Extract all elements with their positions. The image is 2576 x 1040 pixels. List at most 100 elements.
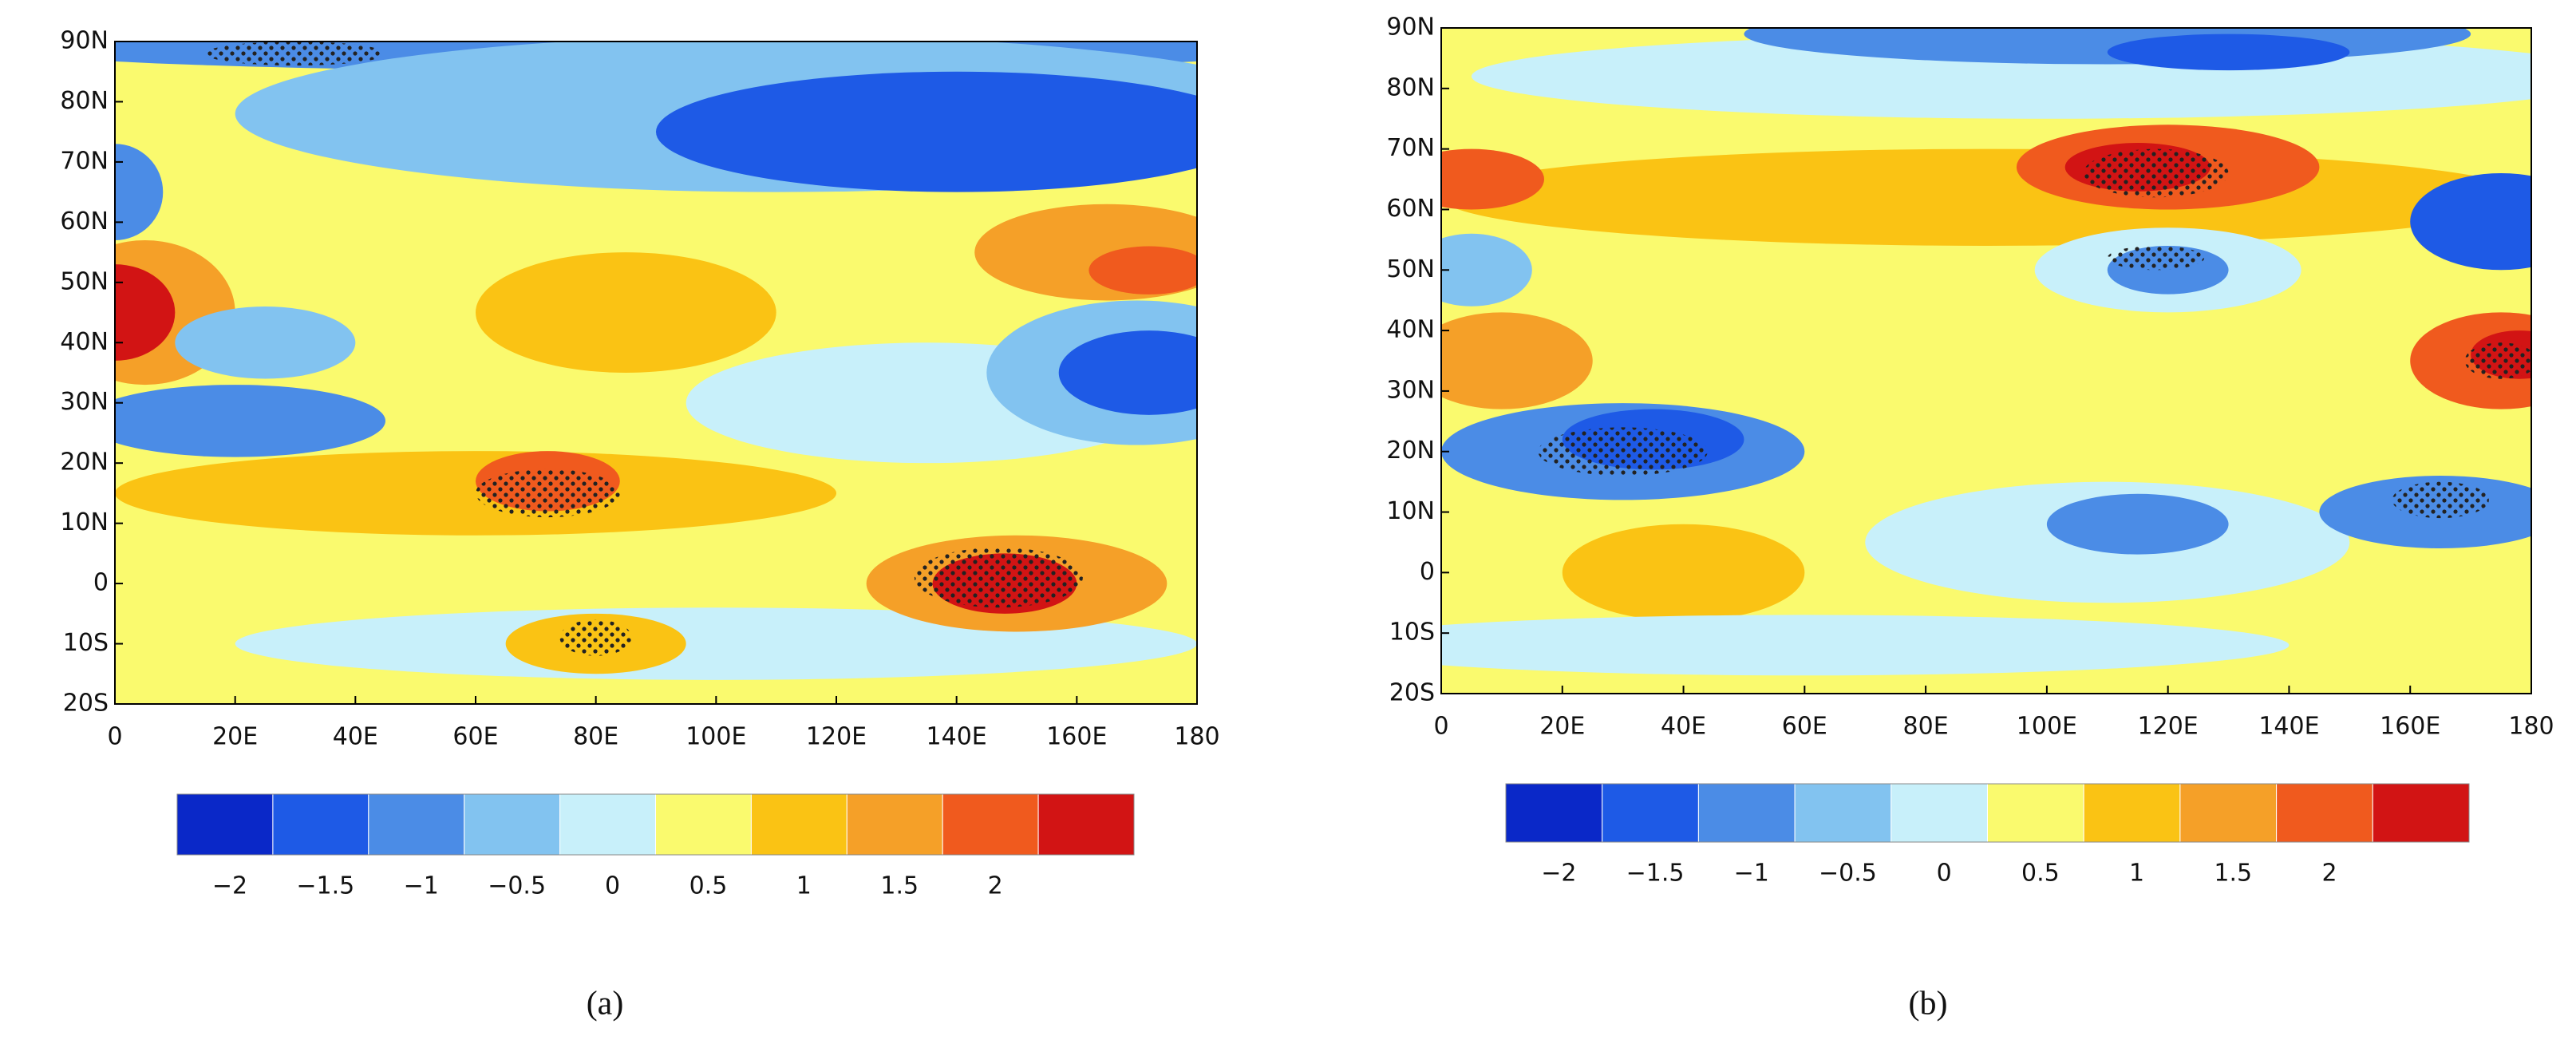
map-panel: 90N 80N 70N 60N 50N 40N 30N 20N 10N 0 10S 20S 0 20E 40… xyxy=(60,27,1219,1022)
lat-tick-label: 40N xyxy=(60,328,109,356)
lat-tick-label: 70N xyxy=(60,147,109,175)
colorbar-box xyxy=(1505,783,1603,843)
lat-tick-label: 90N xyxy=(1386,14,1435,42)
colorbar-label: −0.5 xyxy=(1819,860,1877,888)
colorbar-box xyxy=(1697,783,1796,843)
lat-tick-label: 30N xyxy=(60,388,109,416)
lon-tick-label: 100E xyxy=(2017,713,2077,741)
field xyxy=(115,42,1197,704)
colorbar-box xyxy=(1794,783,1892,843)
lat-tick-label: 80N xyxy=(60,87,109,115)
colorbar-box xyxy=(176,793,274,856)
anomaly-region xyxy=(2107,34,2350,71)
colorbar-box xyxy=(1602,783,1699,843)
lat-tick-label: 60N xyxy=(60,208,109,235)
map-panel: 90N 80N 70N 60N 50N 40N 30N 20N 10N 0 10S 20S 0 20E 40… xyxy=(1386,14,2554,1022)
anomaly-region xyxy=(1744,28,2471,65)
lon-tick-label: 80E xyxy=(1903,713,1949,741)
colorbar-box xyxy=(1987,783,2084,843)
lon-tick-label: 180 xyxy=(1174,723,1219,751)
significance-stipple xyxy=(2464,342,2531,379)
lat-tick-label: 40N xyxy=(1386,316,1435,344)
anomaly-region xyxy=(175,306,356,379)
significance-stipple xyxy=(2392,481,2489,519)
colorbar-frame xyxy=(1505,783,2470,843)
lon-tick-label: 60E xyxy=(452,723,498,751)
lat-tick-label: 70N xyxy=(1386,134,1435,162)
colorbar-label: 1.5 xyxy=(880,872,919,900)
colorbar-label: 0.5 xyxy=(689,872,728,900)
lon-tick-label: 40E xyxy=(1661,713,1706,741)
lat-tick-label: 0 xyxy=(1420,558,1435,586)
anomaly-region xyxy=(2046,493,2229,555)
lat-tick-label: 20S xyxy=(63,690,109,718)
panel-label: (a) xyxy=(587,986,624,1022)
lon-tick-label: 160E xyxy=(2380,713,2440,741)
lon-tick-label: 20E xyxy=(212,723,258,751)
anomaly-region xyxy=(115,264,176,361)
lon-tick-label: 0 xyxy=(1433,713,1448,741)
colorbar-box xyxy=(2372,783,2470,843)
lon-tick-label: 40E xyxy=(333,723,378,751)
colorbar-box xyxy=(2179,783,2278,843)
map-frame xyxy=(1440,27,2532,694)
lat-tick-label: 0 xyxy=(93,569,109,597)
colorbar-box xyxy=(942,793,1039,856)
colorbar-box xyxy=(1891,783,1989,843)
colorbar-box xyxy=(559,793,656,856)
lon-tick-label: 140E xyxy=(926,723,987,751)
anomaly-region xyxy=(115,451,836,536)
anomaly-region xyxy=(2410,172,2531,271)
lon-tick-label: 0 xyxy=(107,723,122,751)
lat-tick-label: 10S xyxy=(1389,619,1435,647)
lat-tick-label: 90N xyxy=(60,27,109,55)
lon-tick-label: 100E xyxy=(685,723,746,751)
lon-tick-label: 140E xyxy=(2258,713,2319,741)
colorbar-box xyxy=(655,793,752,856)
anomaly-region xyxy=(656,71,1197,192)
colorbar-label: 0.5 xyxy=(2021,860,2060,888)
colorbar-label: 2 xyxy=(988,872,1003,900)
lat-tick-label: 20N xyxy=(60,449,109,477)
colorbar-label: 1 xyxy=(796,872,812,900)
lat-tick-label: 10N xyxy=(1386,497,1435,525)
anomaly-region xyxy=(476,252,776,373)
anomaly-region xyxy=(1441,312,1593,409)
colorbar-label: −1 xyxy=(1734,860,1769,888)
lat-tick-label: 20S xyxy=(1389,679,1435,707)
colorbar-frame xyxy=(176,793,1135,856)
colorbar-box xyxy=(2083,783,2181,843)
field xyxy=(1441,28,2531,694)
colorbar-box xyxy=(750,793,847,856)
anomaly-region xyxy=(1441,148,1544,210)
colorbar-label: 1 xyxy=(2129,860,2144,888)
anomaly-region xyxy=(1562,524,1805,622)
colorbar-box xyxy=(2276,783,2373,843)
lon-tick-label: 20E xyxy=(1539,713,1585,741)
colorbar-box xyxy=(368,793,465,856)
colorbar-label: −1.5 xyxy=(296,872,354,900)
significance-stipple xyxy=(476,469,620,518)
lat-tick-label: 50N xyxy=(60,267,109,295)
anomaly-region xyxy=(1441,233,1532,306)
lat-tick-label: 50N xyxy=(1386,255,1435,283)
significance-stipple xyxy=(1538,427,1708,477)
colorbar-label: −2 xyxy=(1541,860,1576,888)
lat-tick-label: 10S xyxy=(63,629,109,657)
lon-tick-label: 160E xyxy=(1046,723,1107,751)
lat-tick-label: 20N xyxy=(1386,437,1435,465)
anomaly-region xyxy=(1441,148,2531,246)
colorbar-label: −0.5 xyxy=(488,872,546,900)
colorbar-box xyxy=(1037,793,1135,856)
significance-stipple xyxy=(914,547,1083,608)
colorbar-box xyxy=(272,793,369,856)
colorbar-box xyxy=(464,793,561,856)
lon-tick-label: 80E xyxy=(573,723,618,751)
anomaly-region xyxy=(115,144,164,240)
map-frame xyxy=(114,41,1198,705)
lat-tick-label: 10N xyxy=(60,508,109,536)
anomaly-region xyxy=(1441,615,2290,676)
lon-tick-label: 60E xyxy=(1782,713,1827,741)
colorbar-label: −1 xyxy=(404,872,439,900)
